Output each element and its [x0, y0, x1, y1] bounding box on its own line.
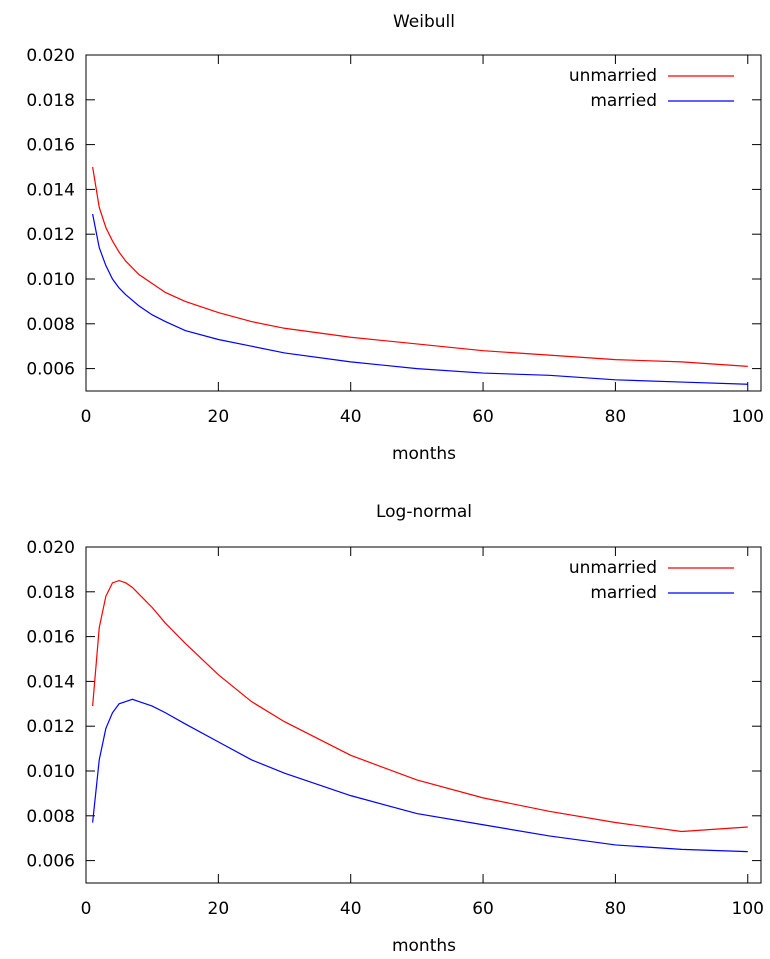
y-tick-label: 0.018 [26, 91, 75, 111]
legend: unmarried married [569, 66, 734, 111]
chart-panel-weibull: Weibull 0 20 40 60 80 100 [26, 12, 764, 464]
chart-title: Log-normal [376, 502, 472, 522]
plot-frame [85, 546, 762, 884]
x-tick-label: 0 [81, 407, 92, 427]
x-tick-label: 100 [732, 407, 764, 427]
y-tick-label: 0.008 [26, 315, 75, 335]
x-tick-label: 20 [208, 407, 230, 427]
y-tick-label: 0.018 [26, 583, 75, 603]
y-tick-label: 0.006 [26, 360, 75, 380]
x-tick-label: 20 [208, 899, 230, 919]
chart-title: Weibull [393, 12, 455, 32]
y-ticks: 0.006 0.008 0.010 0.012 0.014 0.016 0.01… [26, 46, 761, 380]
y-tick-label: 0.020 [26, 538, 75, 558]
legend-label-unmarried: unmarried [569, 558, 657, 578]
x-tick-label: 80 [605, 899, 627, 919]
x-tick-label: 60 [472, 407, 494, 427]
y-tick-label: 0.020 [26, 46, 75, 66]
y-tick-label: 0.010 [26, 762, 75, 782]
series-line-unmarried [92, 166, 748, 367]
y-tick-label: 0.016 [26, 628, 75, 648]
plot-frame [85, 54, 762, 392]
y-tick-label: 0.010 [26, 270, 75, 290]
x-tick-label: 40 [340, 899, 362, 919]
y-tick-label: 0.014 [26, 672, 75, 692]
x-tick-label: 0 [81, 899, 92, 919]
y-tick-label: 0.008 [26, 807, 75, 827]
x-ticks: 0 20 40 60 80 100 [81, 547, 764, 919]
y-tick-label: 0.014 [26, 180, 75, 200]
legend-label-unmarried: unmarried [569, 66, 657, 86]
y-ticks: 0.006 0.008 0.010 0.012 0.014 0.016 0.01… [26, 538, 761, 872]
x-ticks: 0 20 40 60 80 100 [81, 55, 764, 427]
x-tick-label: 80 [605, 407, 627, 427]
x-tick-label: 100 [732, 899, 764, 919]
x-tick-label: 40 [340, 407, 362, 427]
y-tick-label: 0.016 [26, 136, 75, 156]
y-tick-label: 0.006 [26, 852, 75, 872]
x-tick-label: 60 [472, 899, 494, 919]
chart-panel-lognormal: Log-normal 0 20 40 60 80 100 [26, 502, 764, 956]
series-line-married [92, 698, 748, 853]
y-tick-label: 0.012 [26, 717, 75, 737]
legend: unmarried married [569, 558, 734, 603]
series-line-married [92, 213, 748, 385]
legend-label-married: married [590, 91, 657, 111]
legend-label-married: married [590, 583, 657, 603]
series-line-unmarried [92, 579, 748, 833]
y-tick-label: 0.012 [26, 225, 75, 245]
x-axis-label: months [392, 444, 456, 464]
x-axis-label: months [392, 936, 456, 956]
